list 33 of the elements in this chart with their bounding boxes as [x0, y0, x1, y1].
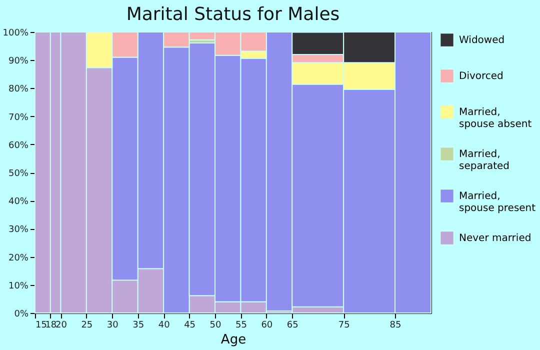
x-tick-label: 45	[184, 320, 196, 330]
x-tick-label: 40	[158, 320, 170, 330]
x-tick-label: 85	[390, 320, 402, 330]
y-tick-label: 30%	[8, 225, 29, 236]
x-tick-label: 65	[286, 320, 298, 330]
legend-label: Divorced	[459, 71, 504, 82]
y-tick-label: 40%	[8, 197, 29, 208]
legend-label: Widowed	[459, 35, 505, 46]
x-tick-label: 20	[55, 320, 68, 330]
y-tick-label: 20%	[8, 253, 29, 264]
legend-label: Married, separated	[459, 149, 510, 172]
x-tick-label: 35	[132, 320, 144, 330]
y-tick-label: 90%	[8, 56, 29, 67]
y-tick-label: 100%	[2, 28, 29, 38]
x-tick-label: 15	[36, 320, 47, 330]
legend-label: Married, spouse present	[459, 191, 536, 214]
legend-label: Never married	[459, 233, 532, 244]
chart-title: Marital Status for Males	[126, 4, 340, 25]
y-tick-label: 70%	[8, 112, 29, 123]
x-axis-title: Age	[220, 332, 246, 348]
x-tick-label: 50	[210, 320, 222, 330]
y-tick-label: 80%	[8, 84, 29, 95]
y-tick-label: 10%	[8, 281, 29, 292]
y-tick-label: 0%	[14, 310, 29, 320]
legend-label: Married, spouse absent	[459, 107, 532, 130]
x-tick-label: 30	[106, 320, 119, 330]
x-tick-label: 55	[235, 320, 247, 330]
x-tick-label: 75	[338, 320, 350, 330]
x-tick-label: 18	[45, 320, 57, 330]
x-tick-label: 25	[81, 320, 93, 330]
x-tick-label: 60	[261, 320, 273, 330]
y-tick-label: 60%	[8, 140, 29, 151]
y-tick-label: 50%	[8, 169, 29, 179]
